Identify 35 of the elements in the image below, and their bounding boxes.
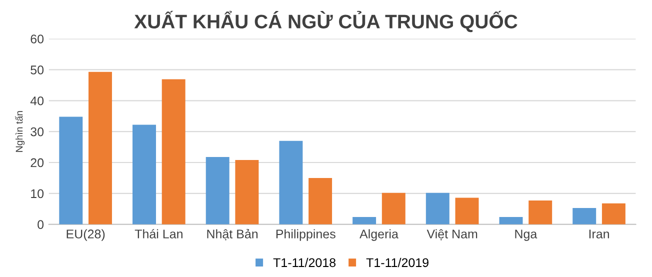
y-tick-label: 60 <box>30 34 44 44</box>
y-tick-label: 30 <box>30 127 44 136</box>
bar <box>352 216 376 224</box>
bar <box>59 116 83 224</box>
x-tick-label: Việt Nam <box>426 229 478 240</box>
legend-label: T1-11/2018 <box>273 258 336 268</box>
y-tick-label: 50 <box>30 66 44 74</box>
bar <box>426 192 450 224</box>
bar <box>162 79 186 224</box>
y-tick-label: 10 <box>31 189 44 198</box>
y-tick-label: 0 <box>38 220 44 230</box>
bar <box>572 208 596 224</box>
bar <box>528 200 552 224</box>
x-tick-label: Nga <box>515 230 538 241</box>
bar <box>88 72 112 224</box>
bar <box>235 160 259 224</box>
x-tick-label: Iran <box>589 230 609 238</box>
bar <box>382 192 406 224</box>
bar <box>455 198 479 224</box>
x-tick-label: Thái Lan <box>134 229 182 238</box>
bar <box>206 156 230 224</box>
y-axis-title: Nghìn tấn <box>15 111 25 152</box>
legend-label: T1-11/2019 <box>366 258 428 268</box>
x-tick-label: Philippines <box>276 229 336 241</box>
chart-title: XUẤT KHẨU CÁ NGỪ CỦA TRUNG QUỐC <box>134 10 518 32</box>
bar <box>499 216 523 224</box>
x-tick-label: Algeria <box>360 229 398 241</box>
x-tick-label: Nhật Bản <box>207 228 258 240</box>
x-tick-label: EU(28) <box>66 229 105 241</box>
bar <box>308 178 332 224</box>
bar <box>602 203 626 224</box>
bar <box>279 140 303 224</box>
bar <box>132 124 156 224</box>
y-tick-label: 40 <box>30 96 44 106</box>
y-tick-label: 20 <box>30 158 44 168</box>
